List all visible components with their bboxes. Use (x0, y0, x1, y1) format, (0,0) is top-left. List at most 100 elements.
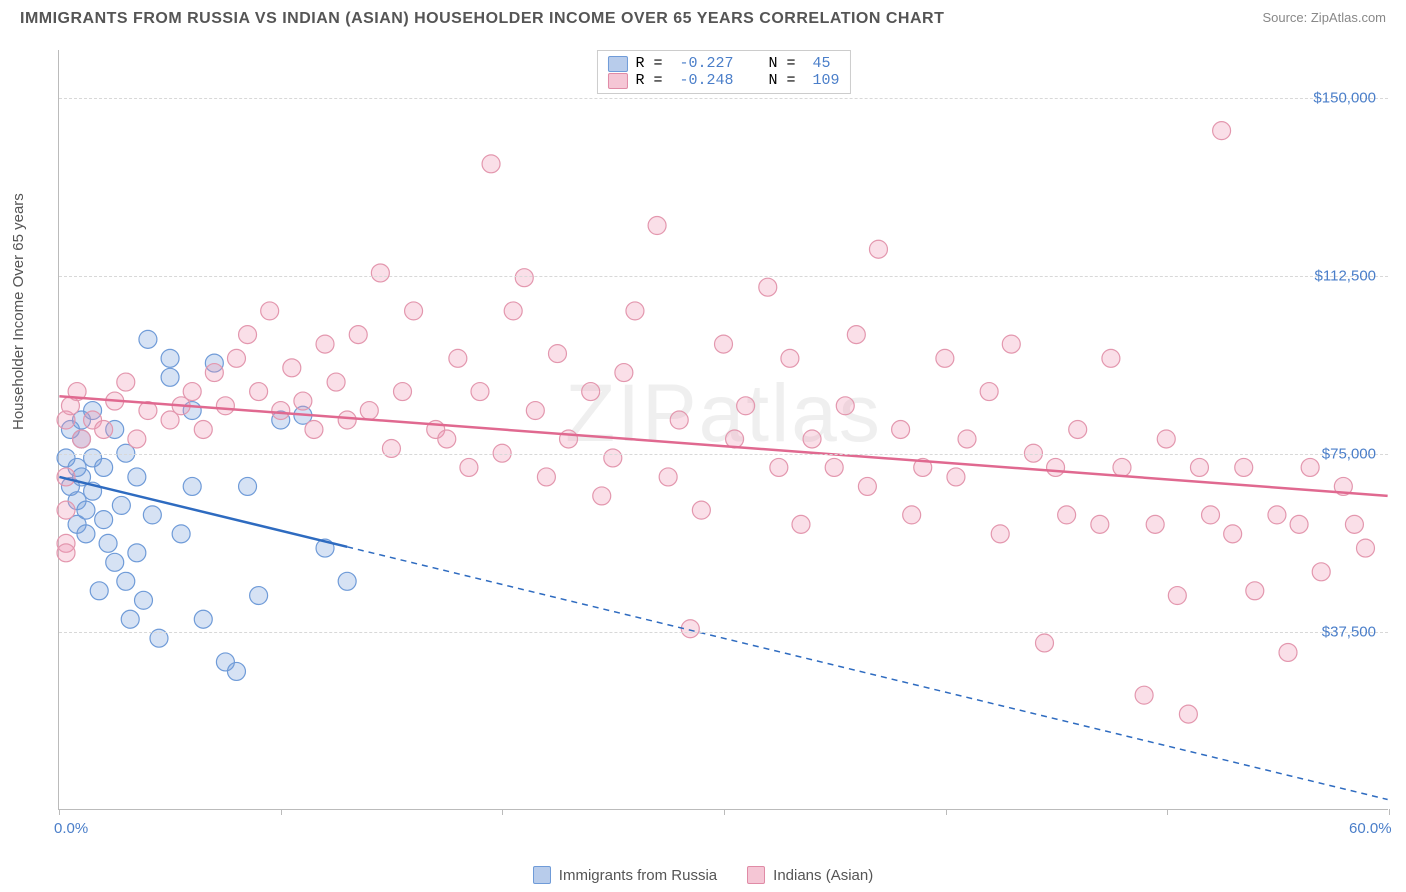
data-point (77, 525, 95, 543)
n-value-1: 109 (813, 72, 840, 89)
data-point (261, 302, 279, 320)
data-point (95, 421, 113, 439)
x-tick (1389, 809, 1390, 815)
data-point (980, 383, 998, 401)
n-value-0: 45 (813, 55, 831, 72)
data-point (338, 411, 356, 429)
trend-line-dashed (347, 547, 1387, 800)
correlation-row-1: R = -0.227 N = 45 (607, 55, 839, 72)
r-value-1: -0.248 (679, 72, 733, 89)
n-label: N = (742, 72, 805, 89)
n-label: N = (742, 55, 805, 72)
data-point (239, 326, 257, 344)
data-point (903, 506, 921, 524)
data-point (1102, 349, 1120, 367)
data-point (847, 326, 865, 344)
data-point (117, 373, 135, 391)
data-point (73, 430, 91, 448)
data-point (360, 402, 378, 420)
data-point (670, 411, 688, 429)
data-point (869, 240, 887, 258)
data-point (128, 544, 146, 562)
data-point (1168, 587, 1186, 605)
data-point (770, 458, 788, 476)
data-point (1301, 458, 1319, 476)
data-point (781, 349, 799, 367)
data-point (99, 534, 117, 552)
data-point (227, 662, 245, 680)
data-point (991, 525, 1009, 543)
swatch-series-1 (607, 73, 627, 89)
data-point (593, 487, 611, 505)
data-point (504, 302, 522, 320)
x-tick (946, 809, 947, 815)
data-point (95, 511, 113, 529)
x-tick (59, 809, 60, 815)
data-point (1290, 515, 1308, 533)
x-tick-label: 60.0% (1349, 820, 1392, 837)
data-point (183, 383, 201, 401)
chart-title: IMMIGRANTS FROM RUSSIA VS INDIAN (ASIAN)… (20, 10, 944, 28)
r-label: R = (635, 72, 671, 89)
data-point (382, 439, 400, 457)
data-point (161, 349, 179, 367)
data-point (1246, 582, 1264, 600)
data-point (172, 525, 190, 543)
data-point (205, 364, 223, 382)
data-point (250, 383, 268, 401)
gridline (59, 276, 1388, 277)
legend-item-1: Indians (Asian) (747, 866, 873, 884)
data-point (1135, 686, 1153, 704)
y-tick-label: $112,500 (1315, 267, 1376, 284)
x-tick-label: 0.0% (54, 820, 88, 837)
data-point (139, 330, 157, 348)
r-value-0: -0.227 (679, 55, 733, 72)
y-tick-label: $75,000 (1322, 445, 1376, 462)
data-point (90, 582, 108, 600)
data-point (681, 620, 699, 638)
data-point (216, 397, 234, 415)
data-point (121, 610, 139, 628)
data-point (239, 477, 257, 495)
data-point (1091, 515, 1109, 533)
legend-swatch-0 (533, 866, 551, 884)
swatch-series-0 (607, 56, 627, 72)
data-point (1312, 563, 1330, 581)
data-point (1224, 525, 1242, 543)
data-point (294, 392, 312, 410)
data-point (858, 477, 876, 495)
data-point (737, 397, 755, 415)
data-point (626, 302, 644, 320)
data-point (183, 477, 201, 495)
data-point (936, 349, 954, 367)
data-point (327, 373, 345, 391)
data-point (106, 553, 124, 571)
data-point (1345, 515, 1363, 533)
data-point (1235, 458, 1253, 476)
data-point (305, 421, 323, 439)
data-point (57, 501, 75, 519)
data-point (1179, 705, 1197, 723)
data-point (95, 458, 113, 476)
data-point (692, 501, 710, 519)
bottom-legend: Immigrants from Russia Indians (Asian) (0, 866, 1406, 884)
data-point (1113, 458, 1131, 476)
data-point (515, 269, 533, 287)
data-point (194, 610, 212, 628)
data-point (128, 468, 146, 486)
gridline (59, 632, 1388, 633)
data-point (604, 449, 622, 467)
data-point (349, 326, 367, 344)
data-point (460, 458, 478, 476)
data-point (128, 430, 146, 448)
data-point (1146, 515, 1164, 533)
data-point (648, 217, 666, 235)
data-point (825, 458, 843, 476)
data-point (161, 368, 179, 386)
data-point (338, 572, 356, 590)
y-tick-label: $37,500 (1322, 623, 1376, 640)
data-point (947, 468, 965, 486)
data-point (1036, 634, 1054, 652)
data-point (1279, 643, 1297, 661)
data-point (1058, 506, 1076, 524)
